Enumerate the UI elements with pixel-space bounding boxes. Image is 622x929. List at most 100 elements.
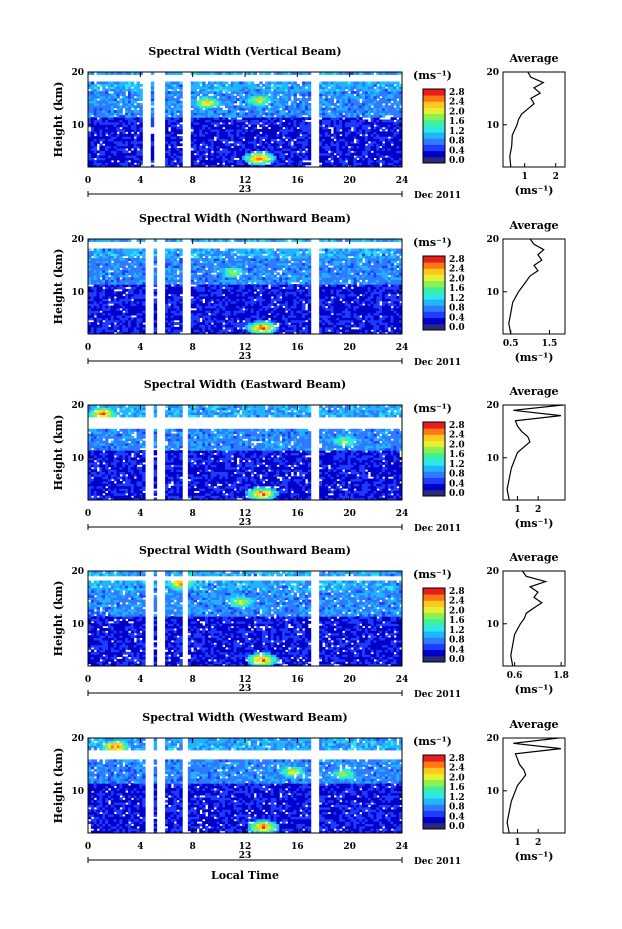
- heatmap-cell: [110, 72, 115, 75]
- heatmap-cell: [213, 110, 217, 113]
- heatmap-cell: [210, 72, 215, 75]
- heatmap-cell: [179, 105, 183, 109]
- heatmap-cell: [205, 248, 209, 252]
- heatmap-cell: [193, 133, 197, 137]
- heatmap-cell: [213, 102, 217, 106]
- heatmap-cell: [90, 93, 95, 97]
- heatmap-cell: [270, 121, 275, 125]
- heatmap-cell: [210, 155, 215, 158]
- heatmap-cell: [276, 98, 280, 101]
- heatmap-cell: [242, 322, 246, 325]
- heatmap-cell: [276, 150, 280, 154]
- heatmap-cell: [250, 145, 255, 149]
- heatmap-cell: [290, 91, 295, 94]
- heatmap-cell: [230, 131, 235, 135]
- heatmap-cell: [285, 81, 289, 85]
- heatmap-cell: [239, 98, 243, 101]
- heatmap-cell: [267, 138, 272, 142]
- heatmap-cell: [262, 91, 266, 94]
- heatmap-cell: [165, 143, 169, 147]
- heatmap-cell: [350, 81, 354, 85]
- heatmap-cell: [236, 119, 240, 123]
- heatmap-cell: [136, 248, 140, 252]
- heatmap-cell: [245, 124, 249, 128]
- heatmap-cell: [167, 143, 172, 147]
- heatmap-cell: [279, 138, 283, 142]
- heatmap-cell: [253, 143, 257, 147]
- heatmap-cell: [125, 152, 129, 156]
- heatmap-cell: [202, 138, 206, 142]
- heatmap-cell: [116, 129, 120, 132]
- colorbar-swatch: [423, 107, 445, 115]
- heatmap-cell: [202, 143, 206, 147]
- heatmap-cell: [173, 133, 177, 137]
- heatmap-cell: [222, 129, 226, 132]
- heatmap-cell: [108, 162, 112, 166]
- heatmap-cell: [125, 126, 129, 130]
- heatmap-cell: [105, 152, 109, 156]
- heatmap-cell: [230, 162, 235, 166]
- heatmap-cell: [176, 91, 180, 94]
- heatmap-cell: [102, 131, 106, 135]
- heatmap-cell: [125, 72, 129, 75]
- heatmap-cell: [193, 114, 197, 118]
- heatmap-cell: [216, 121, 220, 125]
- heatmap-cell: [230, 143, 235, 147]
- heatmap-cell: [250, 148, 255, 151]
- heatmap-cell: [170, 143, 175, 147]
- heatmap-cell: [290, 110, 295, 113]
- heatmap-cell: [210, 152, 215, 156]
- heatmap-cell: [285, 98, 289, 101]
- heatmap-cell: [210, 110, 215, 113]
- heatmap-cell: [227, 105, 232, 109]
- heatmap-cell: [176, 121, 180, 125]
- heatmap-cell: [239, 152, 243, 156]
- heatmap-cell: [267, 91, 272, 94]
- heatmap-cell: [210, 119, 215, 123]
- heatmap-cell: [239, 148, 243, 151]
- heatmap-cell: [285, 121, 289, 125]
- heatmap-cell: [273, 133, 277, 137]
- heatmap-cell: [270, 159, 275, 163]
- heatmap-cell: [236, 107, 240, 111]
- heatmap-cell: [245, 86, 249, 90]
- heatmap-cell: [105, 114, 109, 118]
- heatmap-cell: [99, 95, 103, 99]
- heatmap-cell: [207, 119, 212, 123]
- heatmap-cell: [99, 129, 103, 132]
- heatmap-cell: [202, 100, 206, 104]
- heatmap-cell: [256, 155, 260, 158]
- heatmap-cell: [250, 136, 255, 139]
- heatmap-cell: [225, 88, 229, 92]
- heatmap-cell: [276, 117, 280, 120]
- heatmap-cell: [108, 126, 112, 130]
- heatmap-cell: [110, 119, 115, 123]
- heatmap-cell: [116, 102, 120, 106]
- heatmap-cell: [99, 98, 103, 101]
- heatmap-cell: [236, 148, 240, 151]
- heatmap-cell: [227, 86, 232, 90]
- heatmap-cell: [259, 124, 263, 128]
- heatmap-cell: [196, 152, 200, 156]
- heatmap-cell: [102, 129, 106, 132]
- heatmap-cell: [207, 140, 212, 144]
- heatmap-cell: [290, 121, 295, 125]
- heatmap-cell: [99, 157, 103, 161]
- heatmap-cell: [273, 164, 277, 168]
- heatmap-cell: [216, 112, 220, 116]
- heatmap-cell: [279, 155, 283, 158]
- heatmap-cell: [108, 98, 112, 101]
- heatmap-cell: [242, 98, 246, 101]
- heatmap-cell: [393, 107, 397, 111]
- heatmap-cell: [96, 124, 100, 128]
- heatmap-cell: [190, 81, 195, 85]
- heatmap-cell: [287, 129, 292, 132]
- heatmap-cell: [276, 159, 280, 163]
- heatmap-cell: [96, 157, 100, 161]
- heatmap-cell: [125, 119, 129, 123]
- heatmap-cell: [165, 133, 169, 137]
- heatmap-cell: [225, 162, 229, 166]
- average-y-tick-label: 10: [486, 121, 499, 131]
- heatmap-cell: [88, 157, 92, 161]
